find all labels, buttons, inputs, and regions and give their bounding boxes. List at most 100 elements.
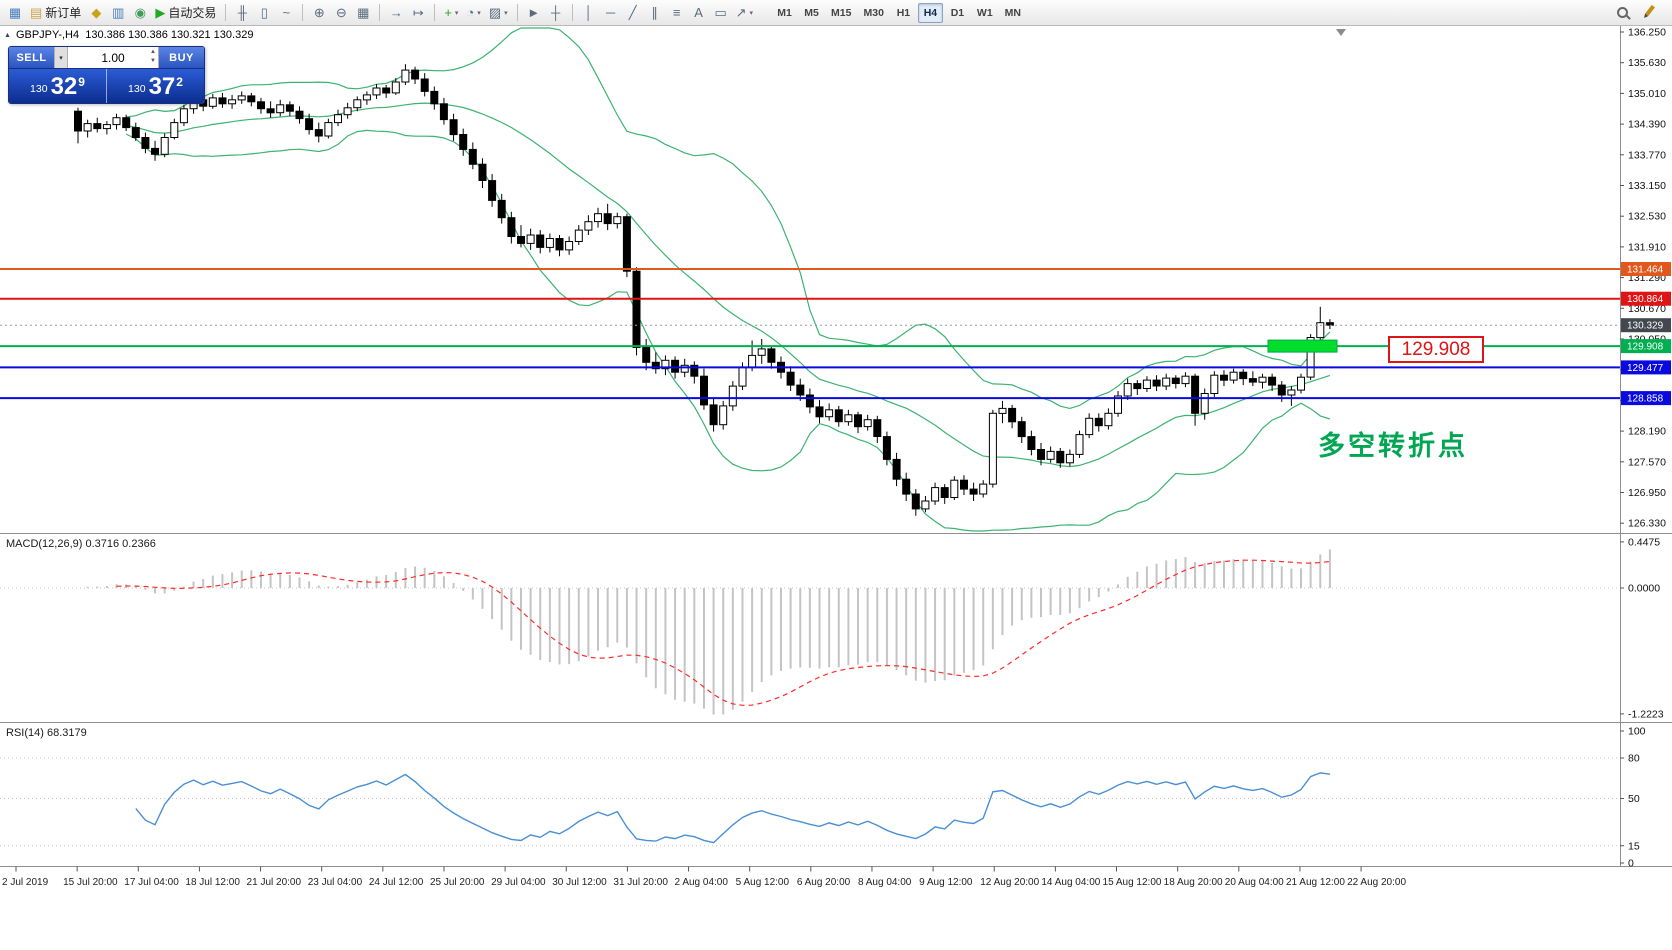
- indicators-icon-button[interactable]: + ▾: [440, 2, 462, 24]
- candle-body: [122, 117, 131, 129]
- vertical-line-icon-button[interactable]: │: [578, 2, 600, 24]
- label-icon-button[interactable]: ▭: [710, 2, 732, 24]
- new-order-button[interactable]: ▤ 新订单: [26, 2, 85, 24]
- candle: [1181, 372, 1190, 388]
- candle-body: [1075, 434, 1084, 455]
- time-axis-label: 21 Jul 20:00: [247, 877, 302, 888]
- candle-body: [141, 137, 150, 149]
- candle-body: [391, 81, 400, 94]
- chart-shift-icon-button[interactable]: ↦: [407, 2, 429, 24]
- candle-body: [680, 364, 689, 373]
- timeframe-m1[interactable]: M1: [777, 6, 792, 19]
- candle: [391, 78, 400, 95]
- chart-chrome: 136.250 135.630 135.010 134.390 133.770 133.1…: [0, 26, 1672, 888]
- crosshair-icon-button[interactable]: ┼: [545, 2, 567, 24]
- buy-price-button[interactable]: 130 37 2: [107, 69, 204, 103]
- timeframe-h4[interactable]: H4: [917, 2, 943, 23]
- candle: [343, 102, 352, 119]
- tile-windows-icon-button[interactable]: ▦: [352, 2, 374, 24]
- sell-button[interactable]: SELL: [9, 47, 54, 68]
- annotation-text[interactable]: 多空转折点: [1318, 431, 1468, 461]
- candle: [1142, 376, 1151, 392]
- price-axis-chip-label: 131.464: [1627, 265, 1664, 276]
- templates-icon-button[interactable]: ▨ ▾: [485, 2, 512, 24]
- timeframe-w1[interactable]: W1: [976, 6, 993, 19]
- candle-body: [1220, 374, 1228, 381]
- highlight-bar[interactable]: [1267, 339, 1338, 353]
- candle: [170, 118, 179, 140]
- text-icon-button[interactable]: A: [688, 2, 710, 24]
- price-flag-label[interactable]: 129.908: [1388, 336, 1484, 363]
- volume-spinner[interactable]: ▲ ▼: [150, 48, 156, 66]
- candle: [642, 339, 651, 371]
- candle: [1191, 373, 1200, 426]
- cursor-icon-button[interactable]: ►: [523, 2, 545, 24]
- market-watch-icon-button[interactable]: ▥: [107, 2, 129, 24]
- zoom-out-icon-button[interactable]: ⊖: [330, 2, 352, 24]
- candle-body: [709, 404, 718, 426]
- candle: [998, 400, 1007, 424]
- candle: [1056, 448, 1065, 468]
- metaeditor-icon-button[interactable]: ◆: [85, 2, 107, 24]
- timeframe-h1[interactable]: H1: [896, 6, 911, 19]
- channel-icon-button[interactable]: ∥: [644, 2, 666, 24]
- timeframe-m5[interactable]: M5: [804, 6, 819, 19]
- fibonacci-icon-button[interactable]: ≡: [666, 2, 688, 24]
- price-axis-label: 126.950: [1628, 487, 1666, 499]
- collapse-icon[interactable]: ▲: [4, 31, 11, 39]
- timeframe-m30[interactable]: M30: [863, 6, 884, 19]
- edit-icon[interactable]: [1642, 4, 1656, 20]
- timeframe-mn[interactable]: MN: [1004, 6, 1022, 19]
- candle-body: [83, 123, 92, 132]
- zoom-in-icon-button[interactable]: ⊕: [308, 2, 330, 24]
- trade-panel-top-row: SELL ▾ 1.00 ▲ ▼ BUY: [9, 47, 204, 69]
- candlestick-chart-icon-button[interactable]: ▯: [253, 2, 275, 24]
- buy-button[interactable]: BUY: [159, 47, 204, 68]
- price-axis-chip: [1621, 318, 1671, 333]
- horizontal-line-icon-button[interactable]: ─: [600, 2, 622, 24]
- search-icon[interactable]: [1617, 7, 1628, 18]
- candle-body: [305, 118, 314, 131]
- candle: [902, 472, 911, 501]
- chart-info-line: ▲ GBPJPY-,H4 130.386 130.386 130.321 130…: [4, 29, 253, 41]
- trendline-icon-button[interactable]: ╱: [622, 2, 644, 24]
- zoom-out-icon: ⊖: [335, 5, 347, 20]
- trendline-icon: ╱: [628, 5, 637, 20]
- candle-body: [1171, 377, 1180, 385]
- price-axis-chip-label: 130.329: [1627, 321, 1664, 332]
- candle-body: [979, 483, 988, 495]
- candle: [179, 104, 188, 127]
- bar-chart-icon-button[interactable]: ╫: [231, 2, 253, 24]
- auto-scroll-icon-button[interactable]: →: [385, 2, 407, 24]
- candle-body: [1037, 449, 1045, 460]
- spin-down-icon[interactable]: ▼: [150, 58, 156, 64]
- candle: [1094, 413, 1103, 432]
- candle-body: [362, 94, 371, 101]
- spin-up-icon[interactable]: ▲: [150, 49, 156, 55]
- chart-shift-marker[interactable]: [1336, 29, 1346, 36]
- arrows-icon-button[interactable]: ↗ ▾: [732, 2, 757, 24]
- market-watch-icon: ▥: [112, 5, 125, 20]
- candle: [247, 92, 256, 107]
- rsi-axis-label: 50: [1628, 793, 1640, 805]
- price-axis-chip-label: 128.858: [1627, 394, 1664, 405]
- volume-field[interactable]: 1.00 ▲ ▼: [68, 47, 159, 68]
- candle: [122, 114, 131, 131]
- candle-body: [545, 238, 554, 248]
- candle-body: [1123, 383, 1132, 397]
- price-axis-label: 131.910: [1628, 241, 1666, 253]
- periods-icon-button[interactable]: ◔ ▾: [462, 2, 484, 24]
- candle: [805, 388, 814, 414]
- candle-body: [1239, 371, 1248, 380]
- candle: [1268, 373, 1277, 391]
- refresh-icon-button[interactable]: ◉: [129, 2, 151, 24]
- timeframe-d1[interactable]: D1: [950, 6, 965, 19]
- volume-dropdown-icon[interactable]: ▾: [54, 47, 68, 68]
- sell-price-button[interactable]: 130 32 9: [9, 69, 106, 103]
- candle-body: [651, 361, 660, 370]
- autotrading-button[interactable]: ▶ 自动交易: [151, 2, 220, 24]
- line-chart-icon-button[interactable]: ~: [275, 2, 297, 24]
- timeframe-m15[interactable]: M15: [831, 6, 852, 19]
- new-chart-icon-button[interactable]: ▦: [4, 2, 26, 24]
